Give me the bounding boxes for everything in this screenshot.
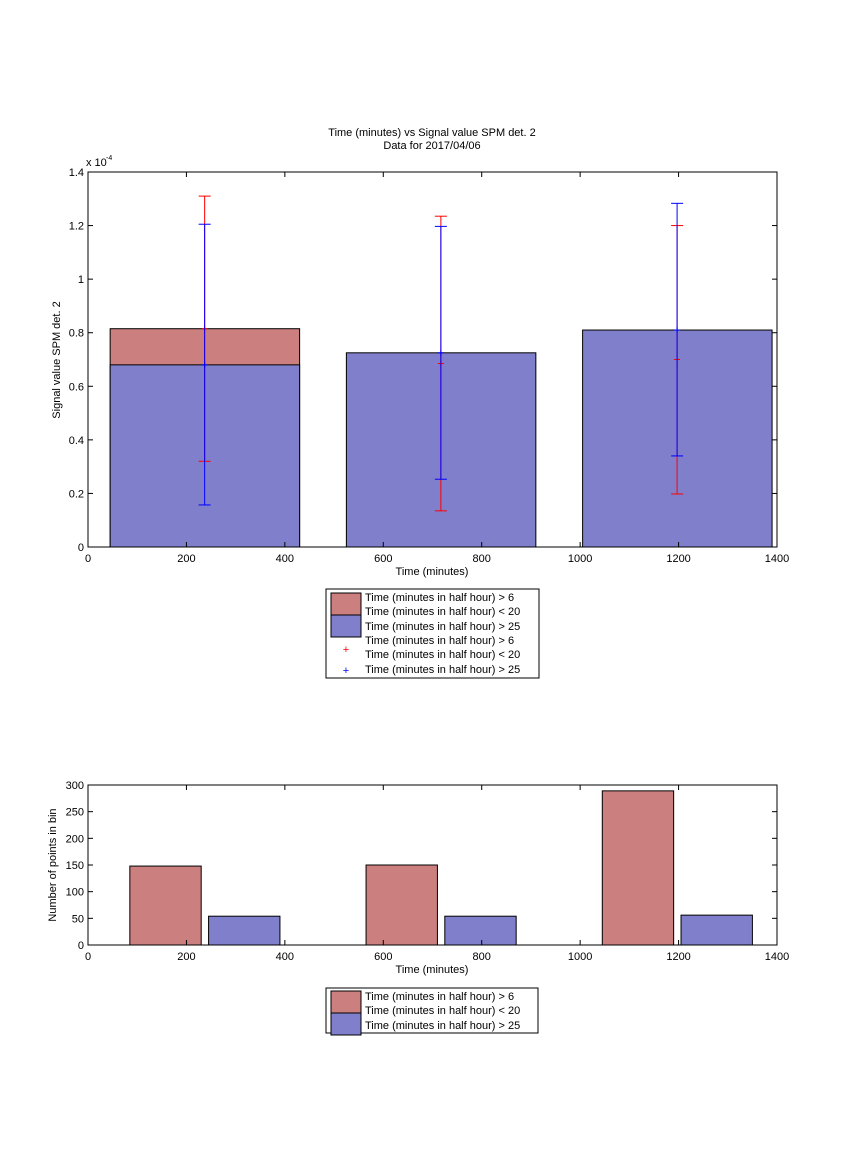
y-axis-label: Number of points in bin [47, 808, 59, 921]
x-tick-label: 600 [374, 951, 392, 963]
count-chart: 0 200 400 600 800 1000 1200 1400 0 50 100 150 200 25… [47, 780, 789, 1036]
y-tick-label: 0.8 [69, 328, 84, 340]
y-tick-label: 1.2 [69, 221, 84, 233]
bar [601, 790, 675, 946]
y-tick-label: 300 [66, 780, 84, 792]
x-tick-label: 800 [473, 951, 491, 963]
y-ticks: 0 50 100 150 200 250 300 [66, 780, 777, 952]
legend-label: Time (minutes in half hour) > 25 [365, 621, 520, 633]
x-tick-label: 1000 [568, 553, 592, 565]
y-tick-label: 100 [66, 887, 84, 899]
chart-title: Time (minutes) vs Signal value SPM det. … [328, 127, 535, 139]
chart-subtitle: Data for 2017/04/06 [383, 140, 480, 152]
legend-label: Time (minutes in half hour) < 20 [365, 1005, 520, 1017]
y-tick-label: 200 [66, 833, 84, 845]
error-bars [198, 195, 684, 512]
y-axis-label: Signal value SPM det. 2 [51, 301, 63, 418]
x-ticks: 0 200 400 600 800 1000 1200 1400 [85, 172, 789, 565]
y-tick-label: 50 [72, 913, 84, 925]
legend-label: Time (minutes in half hour) > 6 [365, 635, 514, 647]
legend: Time (minutes in half hour) > 6 Time (mi… [325, 588, 540, 679]
bar [680, 914, 753, 946]
bar [444, 915, 517, 946]
y-tick-label: 0 [78, 940, 84, 952]
x-tick-label: 1400 [765, 951, 789, 963]
y-tick-label: 1.4 [69, 167, 84, 179]
bars [129, 790, 753, 946]
legend-swatch-blue [330, 1012, 362, 1036]
legend-label: Time (minutes in half hour) > 6 [365, 991, 514, 1003]
legend-label: Time (minutes in half hour) < 20 [365, 606, 520, 618]
signal-chart: Time (minutes) vs Signal value SPM det. … [51, 127, 789, 679]
x-axis-label: Time (minutes) [396, 566, 469, 578]
x-ticks: 0 200 400 600 800 1000 1200 1400 [85, 785, 789, 963]
y-tick-label: 0 [78, 542, 84, 554]
bar [208, 915, 281, 946]
x-tick-label: 0 [85, 951, 91, 963]
legend-label: Time (minutes in half hour) > 25 [365, 1020, 520, 1032]
y-tick-label: 0.6 [69, 381, 84, 393]
y-tick-label: 1 [78, 274, 84, 286]
x-tick-label: 1400 [765, 553, 789, 565]
y-tick-label: 150 [66, 860, 84, 872]
y-multiplier: x 10 [86, 157, 107, 169]
legend-marker-blue: + [343, 665, 349, 677]
x-tick-label: 400 [276, 951, 294, 963]
x-tick-label: 200 [177, 951, 195, 963]
legend-swatch-red [330, 592, 362, 616]
bar [365, 864, 438, 946]
x-tick-label: 400 [276, 553, 294, 565]
y-tick-label: 250 [66, 807, 84, 819]
y-tick-label: 0.4 [69, 435, 84, 447]
legend-swatch-blue [330, 614, 362, 638]
x-tick-label: 1200 [666, 951, 690, 963]
legend-label: Time (minutes in half hour) > 6 [365, 592, 514, 604]
legend: Time (minutes in half hour) > 6 Time (mi… [325, 987, 539, 1036]
legend-label: Time (minutes in half hour) < 20 [365, 649, 520, 661]
x-tick-label: 1000 [568, 951, 592, 963]
x-tick-label: 0 [85, 553, 91, 565]
y-ticks: 0 0.2 0.4 0.6 0.8 1 1.2 1.4 [69, 167, 777, 554]
legend-label: Time (minutes in half hour) > 25 [365, 664, 520, 676]
x-tick-label: 1200 [666, 553, 690, 565]
x-axis-label: Time (minutes) [396, 964, 469, 976]
x-tick-label: 800 [473, 553, 491, 565]
legend-swatch-red [330, 990, 362, 1014]
x-tick-label: 200 [177, 553, 195, 565]
y-tick-label: 0.2 [69, 488, 84, 500]
bar [129, 865, 202, 946]
x-tick-label: 600 [374, 553, 392, 565]
y-exponent: -4 [106, 155, 112, 162]
legend-marker-red: + [343, 644, 349, 656]
plot-frame [87, 171, 778, 548]
